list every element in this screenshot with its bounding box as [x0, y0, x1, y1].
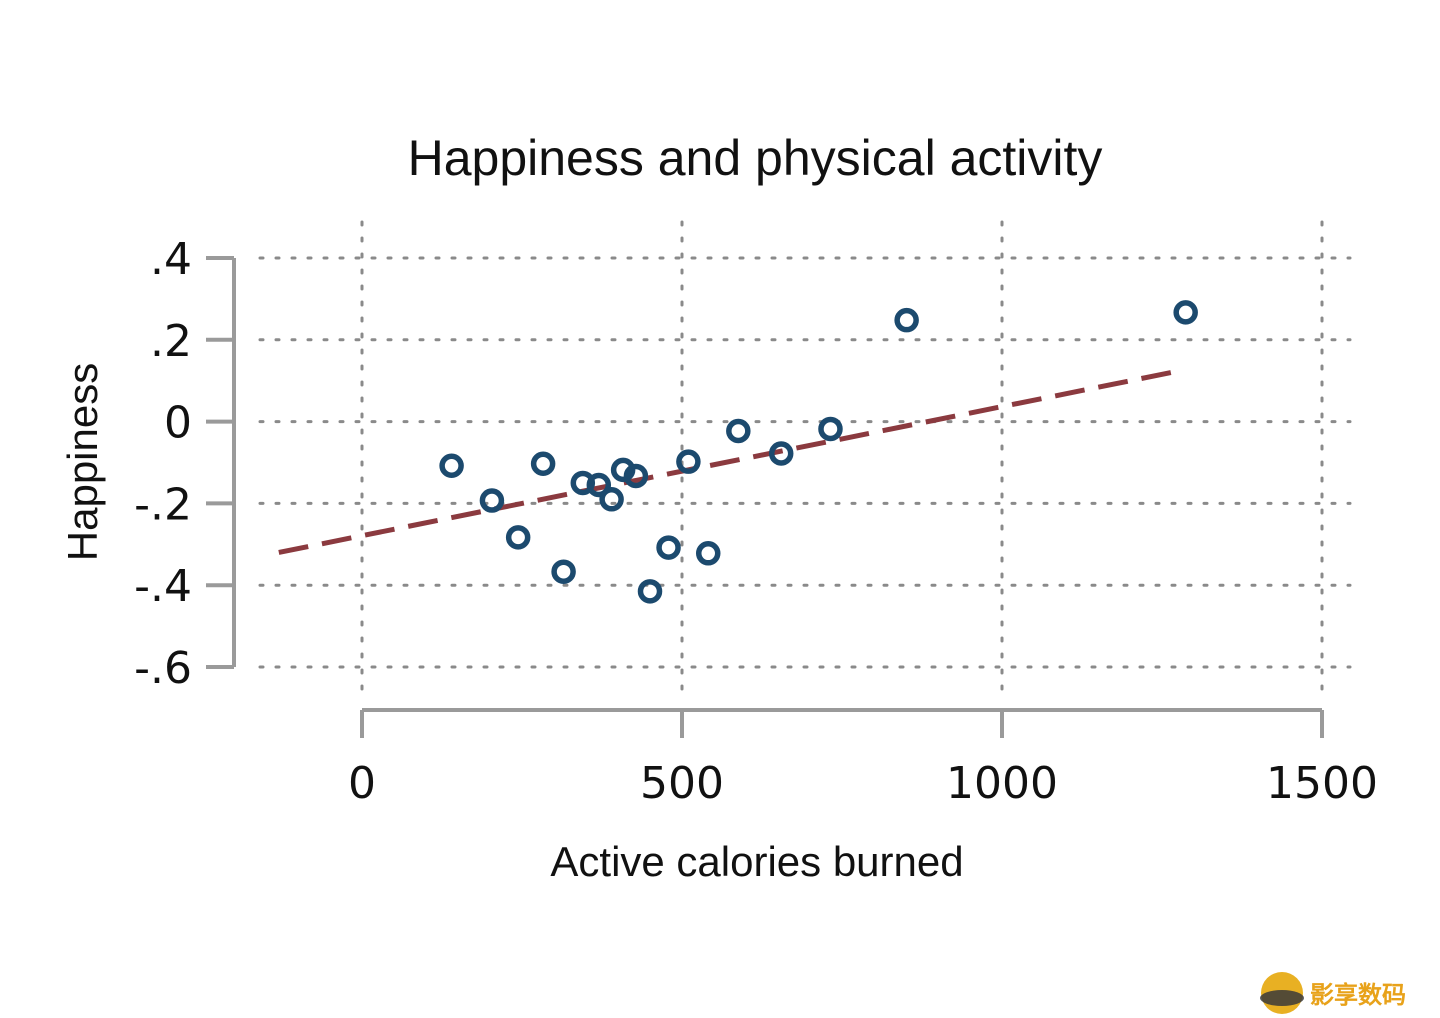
data-point: [599, 487, 624, 512]
logo-ring-icon: [1260, 990, 1304, 1006]
data-point: [656, 535, 681, 560]
x-axis-label: Active calories burned: [550, 838, 963, 885]
y-tick-label: -.2: [134, 479, 192, 530]
x-tick-label: 1000: [946, 758, 1058, 809]
data-point: [479, 488, 505, 513]
watermark-text: 影享数码: [1310, 981, 1406, 1009]
y-tick-label: -.6: [134, 643, 192, 694]
data-point: [1173, 300, 1198, 325]
y-axis-label: Happiness: [59, 363, 106, 561]
data-point: [586, 472, 612, 498]
data-point: [726, 418, 751, 444]
fit-line: [278, 368, 1182, 555]
data-point: [623, 463, 649, 489]
data-point: [818, 416, 843, 442]
data-point: [505, 525, 531, 550]
x-tick-label: 1500: [1266, 758, 1378, 809]
data-point: [768, 441, 794, 466]
y-tick-label: 0: [164, 398, 192, 449]
grid: [258, 220, 1352, 692]
x-tick-label: 0: [348, 758, 376, 809]
y-tick-label: -.4: [134, 561, 192, 612]
y-tick-label: .4: [150, 234, 192, 285]
data-point: [695, 541, 721, 566]
data-point: [676, 449, 701, 474]
data-point: [551, 559, 576, 584]
tick-labels: .4 .2 0 -.2 -.4 -.6 0 500 1000 1500: [134, 234, 1378, 809]
data-point: [894, 307, 919, 333]
fit-line-group: [278, 368, 1182, 555]
watermark-logo: 影享数码: [1260, 972, 1406, 1014]
data-point: [637, 579, 663, 604]
chart-title: Happiness and physical activity: [408, 130, 1103, 186]
data-points: [439, 300, 1198, 604]
y-tick-label: .2: [150, 316, 192, 367]
axes: [206, 256, 1324, 738]
x-tick-label: 500: [640, 758, 724, 809]
data-point: [530, 451, 556, 476]
data-point: [439, 453, 464, 479]
